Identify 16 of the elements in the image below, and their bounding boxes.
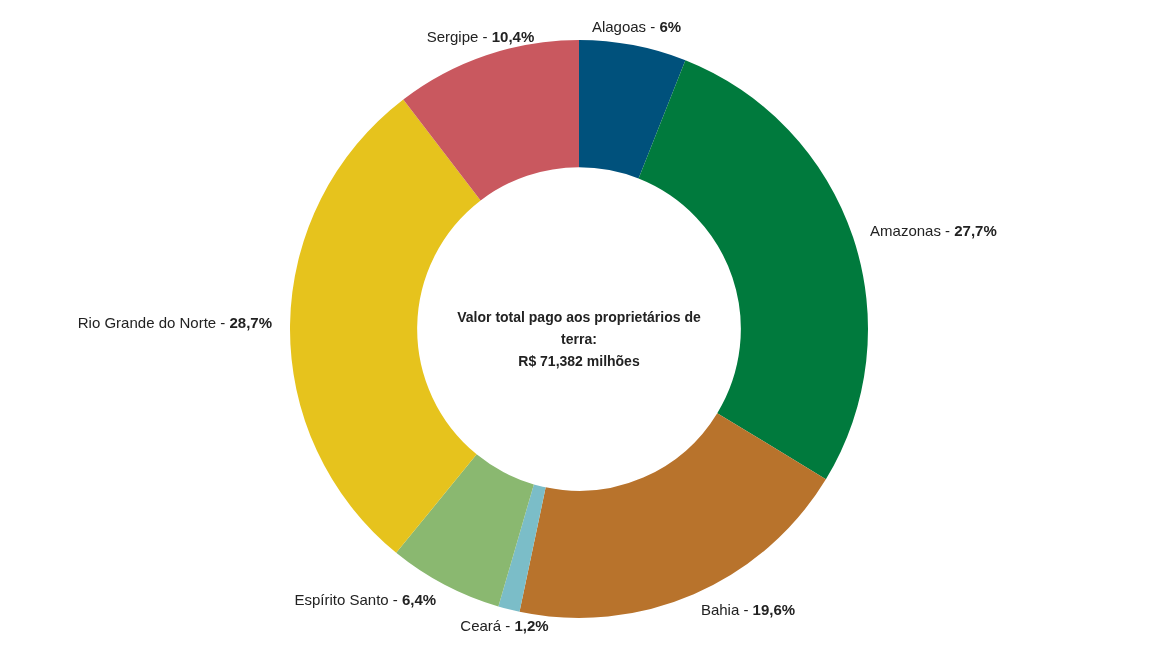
data-label: 27,7% bbox=[954, 221, 997, 239]
data-label: 19,6% bbox=[752, 600, 796, 618]
slice-label: Sergipe - bbox=[426, 28, 492, 46]
data-label: 10,4% bbox=[491, 28, 535, 46]
slice-label: Espírito Santo - bbox=[294, 590, 403, 608]
slice-label: Alagoas - bbox=[591, 17, 660, 35]
data-label: 6% bbox=[659, 17, 682, 35]
data-label: 6,4% bbox=[402, 590, 437, 608]
text: Valor total pago aos proprietários de terra: bbox=[456, 308, 702, 349]
slice-label: Amazonas - bbox=[870, 221, 955, 239]
slice-label: Ceará - bbox=[460, 616, 515, 634]
data-label: 1,2% bbox=[514, 616, 549, 634]
data-label: 28,7% bbox=[229, 314, 273, 332]
slice-label: Rio Grande do Norte - bbox=[77, 314, 230, 332]
text: R$ 71,382 milhões bbox=[517, 352, 641, 371]
slice-label: Bahia - bbox=[700, 600, 753, 618]
